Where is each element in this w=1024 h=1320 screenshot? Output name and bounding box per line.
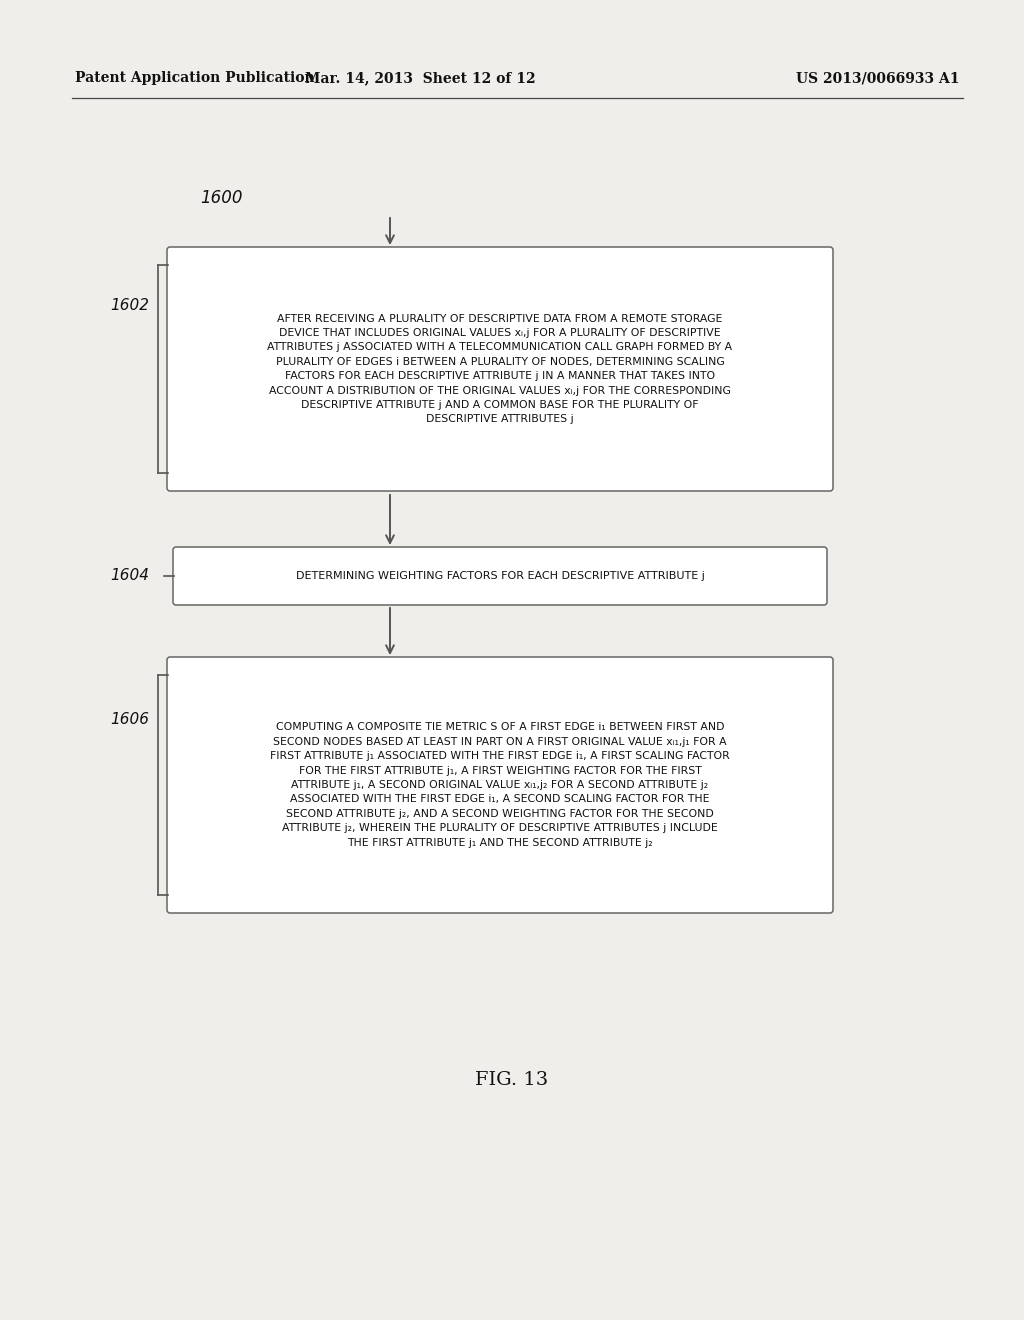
Text: COMPUTING A COMPOSITE TIE METRIC S OF A FIRST EDGE i₁ BETWEEN FIRST AND
SECOND N: COMPUTING A COMPOSITE TIE METRIC S OF A … bbox=[270, 722, 730, 847]
Text: Patent Application Publication: Patent Application Publication bbox=[75, 71, 314, 84]
FancyBboxPatch shape bbox=[167, 247, 833, 491]
Text: DETERMINING WEIGHTING FACTORS FOR EACH DESCRIPTIVE ATTRIBUTE j: DETERMINING WEIGHTING FACTORS FOR EACH D… bbox=[296, 572, 705, 581]
Text: 1600: 1600 bbox=[200, 189, 243, 207]
FancyBboxPatch shape bbox=[167, 657, 833, 913]
Text: Mar. 14, 2013  Sheet 12 of 12: Mar. 14, 2013 Sheet 12 of 12 bbox=[305, 71, 536, 84]
Text: AFTER RECEIVING A PLURALITY OF DESCRIPTIVE DATA FROM A REMOTE STORAGE
DEVICE THA: AFTER RECEIVING A PLURALITY OF DESCRIPTI… bbox=[267, 314, 732, 425]
Text: FIG. 13: FIG. 13 bbox=[475, 1071, 549, 1089]
Text: 1606: 1606 bbox=[110, 713, 150, 727]
Text: US 2013/0066933 A1: US 2013/0066933 A1 bbox=[797, 71, 961, 84]
Text: 1602: 1602 bbox=[110, 297, 150, 313]
Text: 1604: 1604 bbox=[110, 569, 150, 583]
FancyBboxPatch shape bbox=[173, 546, 827, 605]
